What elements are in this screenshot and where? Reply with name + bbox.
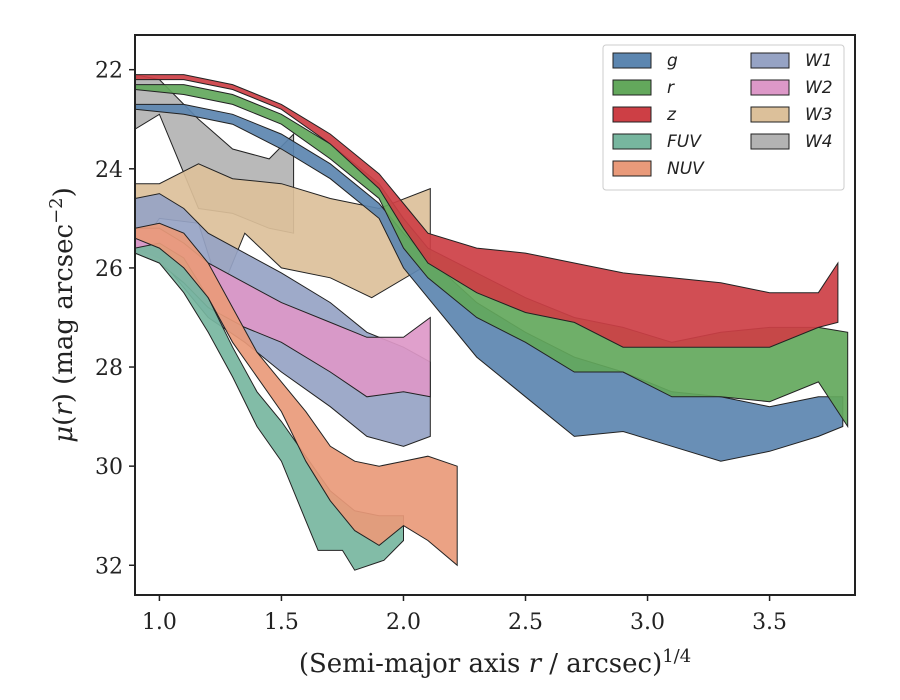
legend-swatch-w1 (750, 52, 790, 69)
x-tick-label: 1.0 (142, 610, 177, 635)
legend-swatch-w4 (750, 133, 790, 150)
x-tick-label: 2.5 (508, 610, 543, 635)
legend-swatch-fuv (612, 133, 652, 150)
x-tick-label: 2.0 (386, 610, 421, 635)
legend-label-w1: W1 (805, 51, 833, 71)
y-tick-label: 30 (95, 455, 123, 480)
plot-frame (134, 34, 856, 596)
legend-label-w3: W3 (805, 105, 833, 125)
x-axis-ticks: 1.0 1.5 2.0 2.5 3.0 3.5 (142, 595, 787, 635)
legend-label-nuv: NUV (667, 159, 705, 179)
band-z (135, 74, 839, 348)
legend-swatch-nuv (612, 160, 652, 177)
x-tick-label: 3.5 (752, 610, 787, 635)
y-axis-ticks: 22 24 26 28 30 32 (95, 59, 135, 579)
y-tick-label: 22 (95, 59, 123, 84)
y-tick-label: 28 (95, 356, 123, 381)
band-nuv (135, 222, 458, 567)
legend-swatch-g (612, 52, 652, 69)
x-axis-title: (Semi-major axis r / arcsec)1/4 (299, 646, 691, 679)
legend-label-fuv: FUV (667, 132, 702, 152)
y-tick-label: 24 (95, 158, 123, 183)
y-tick-label: 26 (95, 257, 123, 282)
y-tick-label: 32 (95, 554, 123, 579)
legend-label-r: r (667, 78, 675, 98)
legend-label-z: z (666, 105, 677, 125)
profile-bands (135, 74, 849, 571)
x-tick-label: 1.5 (264, 610, 299, 635)
legend-swatch-r (612, 79, 652, 96)
legend-swatch-z (612, 106, 652, 123)
legend-swatch-w2 (750, 79, 790, 96)
y-axis-title: μ(r) (mag arcsec−2) (46, 187, 79, 443)
legend-label-w2: W2 (805, 78, 833, 98)
legend-swatch-w3 (750, 106, 790, 123)
x-tick-label: 3.0 (630, 610, 665, 635)
legend-label-w4: W4 (805, 132, 833, 152)
legend-label-g: g (667, 51, 678, 71)
legend: grz FUV NUV W1 W2 W3 W4 (602, 44, 845, 191)
